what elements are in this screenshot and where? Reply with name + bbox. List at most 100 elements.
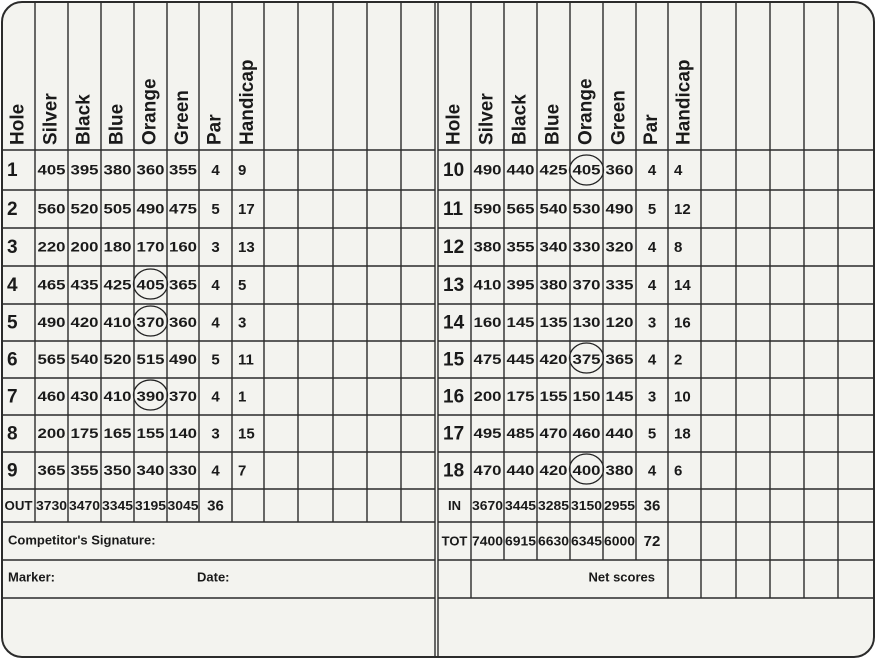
yardage: 405 [137, 277, 165, 293]
yardage: 355 [169, 162, 197, 178]
par-value: 4 [211, 388, 220, 405]
total-yardage: 3195 [135, 498, 166, 513]
hole-number: 4 [7, 275, 18, 296]
hole-number: 2 [7, 199, 18, 220]
handicap-value: 3 [238, 314, 246, 331]
handicap-value: 18 [674, 425, 691, 442]
total-label: OUT [5, 498, 33, 513]
column-header: Silver [41, 93, 62, 145]
yardage: 410 [474, 277, 502, 293]
yardage: 400 [573, 462, 601, 478]
hole-number: 3 [7, 237, 18, 258]
par-value: 4 [211, 277, 220, 294]
hole-number: 15 [443, 350, 465, 371]
handicap-value: 2 [674, 351, 682, 368]
yardage: 405 [573, 162, 601, 178]
yardage: 490 [169, 351, 197, 367]
yardage: 490 [38, 314, 66, 330]
par-value: 3 [211, 239, 219, 256]
yardage: 380 [474, 239, 502, 255]
yardage: 540 [71, 351, 99, 367]
net-scores-label: Net scores [589, 569, 655, 584]
yardage: 460 [573, 425, 601, 441]
yardage: 180 [104, 239, 132, 255]
yardage: 440 [606, 425, 634, 441]
yardage: 520 [71, 201, 99, 217]
yardage: 490 [606, 201, 634, 217]
yardage: 380 [606, 462, 634, 478]
yardage: 485 [507, 425, 535, 441]
yardage: 475 [474, 351, 502, 367]
column-header: Handicap [674, 59, 695, 145]
yardage: 200 [474, 388, 502, 404]
yardage: 490 [474, 162, 502, 178]
yardage: 395 [71, 162, 99, 178]
yardage: 360 [169, 314, 197, 330]
yardage: 370 [169, 388, 197, 404]
yardage: 160 [169, 239, 197, 255]
hole-number: 9 [7, 461, 18, 482]
yardage: 560 [38, 201, 66, 217]
yardage: 370 [137, 314, 165, 330]
yardage: 395 [507, 277, 535, 293]
par-value: 4 [648, 239, 657, 256]
yardage: 140 [169, 425, 197, 441]
yardage: 440 [507, 162, 535, 178]
par-value: 5 [648, 201, 656, 218]
yardage: 340 [137, 462, 165, 478]
yardage: 145 [507, 314, 535, 330]
par-value: 4 [211, 162, 220, 179]
yardage: 330 [573, 239, 601, 255]
total-yardage: 2955 [604, 498, 635, 513]
column-header: Hole [8, 104, 29, 145]
yardage: 160 [474, 314, 502, 330]
column-header: Hole [444, 104, 465, 145]
column-header: Orange [140, 78, 161, 145]
hole-number: 8 [7, 424, 18, 445]
total-label: TOT [442, 533, 468, 548]
yardage: 540 [540, 201, 568, 217]
hole-number: 7 [7, 387, 18, 408]
yardage: 465 [38, 277, 66, 293]
yardage: 505 [104, 201, 132, 217]
par-value: 3 [648, 314, 656, 331]
yardage: 200 [71, 239, 99, 255]
yardage: 355 [71, 462, 99, 478]
yardage: 155 [540, 388, 568, 404]
yardage: 350 [104, 462, 132, 478]
column-header: Blue [107, 104, 128, 145]
par-value: 4 [648, 462, 657, 479]
total-yardage: 3045 [168, 498, 199, 513]
hole-number: 10 [443, 160, 464, 181]
yardage: 470 [540, 425, 568, 441]
column-header: Black [510, 94, 531, 145]
column-header: Blue [543, 104, 564, 145]
handicap-value: 10 [674, 388, 691, 405]
yardage: 360 [606, 162, 634, 178]
yardage: 365 [38, 462, 66, 478]
yardage: 145 [606, 388, 634, 404]
par-value: 4 [211, 462, 220, 479]
hole-number: 12 [443, 237, 464, 258]
yardage: 475 [169, 201, 197, 217]
total-yardage: 3445 [505, 498, 536, 513]
total-yardage: 3730 [36, 498, 67, 513]
yardage: 565 [38, 351, 66, 367]
total-yardage: 3150 [571, 498, 602, 513]
handicap-value: 6 [674, 462, 682, 479]
yardage: 130 [573, 314, 601, 330]
total-yardage: 3470 [69, 498, 100, 513]
date-label: Date: [197, 569, 230, 584]
yardage: 530 [573, 201, 601, 217]
hole-number: 17 [443, 424, 464, 445]
hole-number: 1 [7, 160, 18, 181]
yardage: 410 [104, 314, 132, 330]
handicap-value: 17 [238, 201, 255, 218]
yardage: 590 [474, 201, 502, 217]
total-yardage: 6915 [505, 533, 536, 548]
yardage: 445 [507, 351, 535, 367]
hole-number: 5 [7, 313, 18, 334]
yardage: 495 [474, 425, 502, 441]
yardage: 170 [137, 239, 165, 255]
yardage: 220 [38, 239, 66, 255]
